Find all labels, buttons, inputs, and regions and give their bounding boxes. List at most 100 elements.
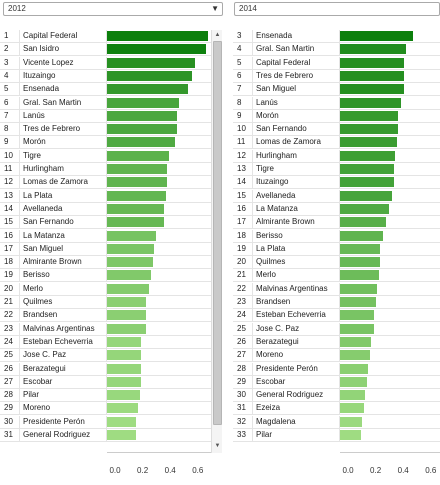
table-row[interactable]: 25 Jose C. Paz	[0, 349, 211, 363]
year-select-right[interactable]: 2014	[234, 2, 440, 16]
arrow-down-icon[interactable]: ▼	[214, 443, 221, 449]
right-panel: 2014 3 Ensenada 4 Gral. San Martin 5 Capital …	[233, 0, 440, 485]
rank-number: 3	[0, 56, 20, 69]
table-row[interactable]: 21 Quilmes	[0, 296, 211, 309]
table-row[interactable]: 19 Berisso	[0, 269, 211, 283]
table-row[interactable]: 15 Avellaneda	[233, 189, 440, 203]
municipality-name: Lanús	[20, 109, 107, 122]
table-row[interactable]: 11 Lomas de Zamora	[233, 136, 440, 150]
table-row[interactable]: 22 Brandsen	[0, 309, 211, 323]
table-row[interactable]: 14 Ituzaingo	[233, 176, 440, 190]
table-row[interactable]: 25 Jose C. Paz	[233, 322, 440, 336]
rank-number: 2	[0, 43, 20, 56]
rank-number: 9	[0, 136, 20, 149]
table-row[interactable]: 12 Lomas de Zamora	[0, 176, 211, 190]
municipality-name: Gral. San Martin	[20, 96, 107, 109]
table-row[interactable]: 29 Moreno	[0, 402, 211, 416]
municipality-name: Tres de Febrero	[20, 123, 107, 136]
municipality-name: Presidente Perón	[253, 362, 340, 375]
table-row[interactable]: 1 Capital Federal	[0, 30, 211, 43]
table-row[interactable]: 9 Morón	[0, 136, 211, 150]
table-row[interactable]: 9 Morón	[233, 109, 440, 123]
scrollbar-left[interactable]: ▲ ▼	[211, 30, 222, 453]
rank-number: 22	[0, 309, 20, 322]
table-row[interactable]: 10 Tigre	[0, 149, 211, 163]
value-bar	[340, 84, 405, 95]
table-row[interactable]: 7 San Miguel	[233, 83, 440, 97]
rank-number: 4	[233, 43, 253, 56]
table-row[interactable]: 18 Almirante Brown	[0, 256, 211, 270]
table-row[interactable]: 16 La Matanza	[233, 202, 440, 216]
value-bar	[340, 350, 370, 361]
rank-number: 28	[233, 362, 253, 375]
table-row[interactable]: 32 Magdalena	[233, 415, 440, 429]
table-row[interactable]: 21 Merlo	[233, 269, 440, 283]
table-row[interactable]: 6 Tres de Febrero	[233, 69, 440, 83]
table-row[interactable]: 4 Ituzaingo	[0, 69, 211, 83]
municipality-name: Capital Federal	[253, 56, 340, 69]
table-row[interactable]: 17 San Miguel	[0, 242, 211, 256]
table-row[interactable]: 31 Ezeiza	[233, 402, 440, 416]
table-row[interactable]: 5 Ensenada	[0, 83, 211, 97]
table-row[interactable]: 30 General Rodriguez	[233, 389, 440, 403]
rank-number: 1	[0, 30, 20, 42]
table-row[interactable]: 31 General Rodriguez	[0, 429, 211, 442]
year-select-left[interactable]: 2012 ▼	[3, 2, 223, 16]
table-row[interactable]: 16 La Matanza	[0, 229, 211, 243]
table-row[interactable]: 15 San Fernando	[0, 216, 211, 230]
value-bar	[107, 363, 142, 374]
table-row[interactable]: 14 Avellaneda	[0, 202, 211, 216]
table-row[interactable]: 5 Capital Federal	[233, 56, 440, 70]
table-row[interactable]: 23 Malvinas Argentinas	[0, 322, 211, 336]
table-row[interactable]: 3 Ensenada	[233, 30, 440, 43]
table-row[interactable]: 19 La Plata	[233, 242, 440, 256]
tick-label: 0.2	[137, 466, 149, 475]
municipality-name: San Fernando	[20, 216, 107, 229]
table-row[interactable]: 17 Almirante Brown	[233, 216, 440, 230]
table-row[interactable]: 24 Esteban Echeverria	[233, 309, 440, 323]
table-row[interactable]: 30 Presidente Perón	[0, 415, 211, 429]
table-row[interactable]: 28 Presidente Perón	[233, 362, 440, 376]
rank-number: 20	[0, 282, 20, 295]
table-row[interactable]: 6 Gral. San Martin	[0, 96, 211, 110]
value-bar	[340, 190, 393, 201]
rank-number: 12	[233, 149, 253, 162]
table-row[interactable]: 7 Lanús	[0, 109, 211, 123]
table-row[interactable]: 27 Moreno	[233, 349, 440, 363]
table-row[interactable]: 24 Esteban Echeverria	[0, 335, 211, 349]
arrow-up-icon[interactable]: ▲	[214, 32, 221, 38]
table-row[interactable]: 8 Tres de Febrero	[0, 123, 211, 137]
table-row[interactable]: 26 Berazategui	[0, 362, 211, 376]
municipality-name: Escobar	[253, 375, 340, 388]
table-row[interactable]: 20 Quilmes	[233, 256, 440, 270]
tick-label: 0.0	[342, 466, 354, 475]
table-row[interactable]: 8 Lanús	[233, 96, 440, 110]
municipality-name: Berazategui	[20, 362, 107, 375]
table-row[interactable]: 13 La Plata	[0, 189, 211, 203]
table-row[interactable]: 12 Hurlingham	[233, 149, 440, 163]
table-row[interactable]: 27 Escobar	[0, 375, 211, 389]
table-row[interactable]: 22 Malvinas Argentinas	[233, 282, 440, 296]
table-row[interactable]: 28 Pilar	[0, 389, 211, 403]
value-bar	[340, 150, 396, 161]
scrollbar-thumb-left[interactable]	[213, 41, 222, 425]
table-row[interactable]: 33 Pilar	[233, 429, 440, 442]
rank-number: 14	[233, 176, 253, 189]
table-row[interactable]: 13 Tigre	[233, 163, 440, 176]
table-row[interactable]: 26 Berazategui	[233, 335, 440, 349]
municipality-name: Presidente Perón	[20, 415, 107, 428]
table-row[interactable]: 10 San Fernando	[233, 123, 440, 137]
rank-number: 25	[233, 322, 253, 335]
year-select-left-value: 2012	[8, 4, 26, 13]
table-row[interactable]: 3 Vicente Lopez	[0, 56, 211, 70]
table-row[interactable]: 29 Escobar	[233, 375, 440, 389]
table-row[interactable]: 23 Brandsen	[233, 296, 440, 309]
table-row[interactable]: 2 San Isidro	[0, 43, 211, 57]
municipality-name: La Plata	[253, 242, 340, 255]
table-row[interactable]: 20 Merlo	[0, 282, 211, 296]
table-row[interactable]: 4 Gral. San Martin	[233, 43, 440, 57]
value-bar	[340, 430, 361, 440]
value-bar	[340, 297, 376, 307]
table-row[interactable]: 11 Hurlingham	[0, 163, 211, 176]
table-row[interactable]: 18 Berisso	[233, 229, 440, 243]
